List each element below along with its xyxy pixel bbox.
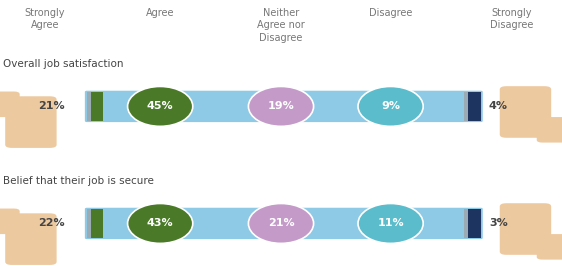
Ellipse shape [248, 86, 314, 126]
Text: 45%: 45% [147, 101, 174, 111]
Ellipse shape [128, 203, 193, 243]
Text: Neither
Agree nor
Disagree: Neither Agree nor Disagree [257, 8, 305, 43]
Text: Disagree: Disagree [369, 8, 413, 18]
FancyBboxPatch shape [500, 203, 551, 255]
FancyBboxPatch shape [87, 92, 91, 121]
Text: Agree: Agree [146, 8, 174, 18]
Ellipse shape [358, 203, 423, 243]
FancyBboxPatch shape [537, 234, 562, 260]
Text: Strongly
Disagree: Strongly Disagree [490, 8, 533, 30]
Text: 43%: 43% [147, 218, 174, 228]
FancyBboxPatch shape [91, 209, 103, 238]
Text: 11%: 11% [377, 218, 404, 228]
FancyBboxPatch shape [0, 92, 20, 117]
Text: 21%: 21% [268, 218, 294, 228]
Text: Overall job satisfaction: Overall job satisfaction [3, 59, 123, 69]
FancyBboxPatch shape [468, 209, 481, 238]
FancyBboxPatch shape [537, 117, 562, 143]
Ellipse shape [358, 86, 423, 126]
Text: 3%: 3% [489, 218, 507, 228]
Text: 22%: 22% [38, 218, 65, 228]
FancyBboxPatch shape [85, 91, 483, 122]
FancyBboxPatch shape [87, 209, 91, 238]
Ellipse shape [128, 86, 193, 126]
Text: 21%: 21% [38, 101, 65, 111]
FancyBboxPatch shape [468, 92, 481, 121]
FancyBboxPatch shape [464, 209, 468, 238]
FancyBboxPatch shape [0, 209, 20, 234]
FancyBboxPatch shape [500, 86, 551, 138]
Text: Strongly
Agree: Strongly Agree [25, 8, 65, 30]
Text: 9%: 9% [381, 101, 400, 111]
Ellipse shape [248, 203, 314, 243]
FancyBboxPatch shape [464, 92, 468, 121]
Text: 19%: 19% [268, 101, 294, 111]
FancyBboxPatch shape [85, 208, 483, 239]
Text: 4%: 4% [489, 101, 508, 111]
FancyBboxPatch shape [91, 92, 103, 121]
FancyBboxPatch shape [5, 213, 57, 265]
Text: Belief that their job is secure: Belief that their job is secure [3, 176, 153, 186]
FancyBboxPatch shape [5, 96, 57, 148]
